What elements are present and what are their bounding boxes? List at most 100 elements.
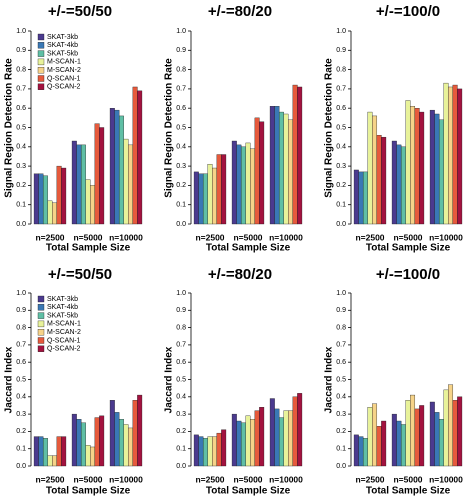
bar-m-scan-1: [245, 415, 251, 467]
y-tick-label: 0.6: [176, 105, 186, 112]
legend-swatch: [37, 337, 45, 344]
bar-m-scan-1: [47, 455, 53, 467]
bar-m-scan-2: [250, 419, 256, 467]
x-category-label: n=2500: [355, 232, 384, 242]
y-tick-label: 0.5: [176, 376, 186, 383]
bar-skat-4kb: [434, 412, 440, 467]
chart-panel-6: +/-=100/0 0.0 0.1 0.2 0.3 0.4 0.5 0.6 0.7 0.8 0.9 1…: [324, 266, 464, 496]
bar-skat-3kb: [193, 171, 199, 225]
y-tick-label: 0.8: [16, 324, 26, 331]
y-tick-label: 0.1: [336, 202, 346, 209]
legend-label: M-SCAN-1: [47, 59, 81, 66]
y-tick-label: 0.3: [16, 411, 26, 418]
legend-swatch: [37, 295, 45, 303]
y-tick-label: 0.3: [16, 163, 26, 170]
bar-q-scan-2: [381, 420, 387, 467]
bar-skat-3kb: [193, 434, 199, 467]
y-tick-label: 0.4: [16, 144, 26, 151]
bar-m-scan-2: [90, 185, 96, 225]
legend-label: Q-SCAN-2: [47, 346, 81, 353]
x-category-label: n=10000: [269, 232, 303, 242]
y-tick-label: 0.0: [336, 463, 346, 470]
x-category-label: n=5000: [393, 474, 422, 484]
bar-q-scan-1: [376, 135, 382, 225]
bar-skat-3kb: [33, 173, 39, 225]
bar-q-scan-1: [216, 432, 222, 467]
bar-q-scan-1: [376, 426, 382, 467]
bar-skat-3kb: [429, 109, 435, 225]
y-tick-label: 0.9: [16, 307, 26, 314]
y-tick-label: 0.7: [16, 86, 26, 93]
y-tick-label: 1.0: [16, 28, 26, 35]
y-tick-label: 0.5: [16, 124, 26, 131]
panel-title: +/-=80/20: [208, 3, 272, 20]
legend-swatch: [37, 345, 45, 352]
y-tick-label: 1.0: [336, 28, 346, 35]
y-tick-label: 0.8: [176, 324, 186, 331]
bar-skat-3kb: [33, 436, 39, 467]
bar-skat-4kb: [236, 144, 242, 225]
bar-m-scan-2: [372, 403, 378, 467]
bar-m-scan-1: [283, 410, 289, 467]
legend-label: SKAT-5kb: [47, 50, 78, 57]
bar-q-scan-2: [297, 393, 303, 467]
bar-q-scan-1: [216, 154, 222, 225]
bar-skat-3kb: [353, 434, 359, 467]
y-tick-label: 0.7: [176, 86, 186, 93]
bar-q-scan-2: [221, 429, 227, 467]
x-category-label: n=2500: [195, 232, 224, 242]
legend-swatch: [37, 329, 45, 336]
y-tick-label: 0.6: [16, 105, 26, 112]
bar-q-scan-2: [381, 136, 387, 225]
y-tick-label: 0.6: [16, 359, 26, 366]
chart-panel-2: +/-=80/20 0.0 0.1 0.2 0.3 0.4 0.5 0.6 0.7 0.8 0.9 1…: [164, 3, 304, 254]
y-tick-label: 1.0: [176, 290, 186, 297]
bar-q-scan-2: [297, 86, 303, 225]
legend-swatch: [37, 83, 45, 90]
y-tick-label: 0.8: [176, 66, 186, 73]
bar-skat-5kb: [240, 422, 246, 467]
bar-skat-3kb: [231, 413, 237, 467]
bar-skat-4kb: [236, 420, 242, 467]
bar-m-scan-1: [443, 389, 449, 467]
bar-skat-5kb: [362, 438, 368, 467]
bar-skat-4kb: [198, 173, 204, 225]
y-tick-label: 0.4: [176, 144, 186, 151]
bar-m-scan-2: [212, 167, 218, 225]
bar-skat-4kb: [38, 436, 44, 467]
chart-panel-1: +/-=50/50 0.0 0.1 0.2 0.3 0.4 0.5 0.6 0.7 0.8 0.9 1…: [4, 3, 144, 254]
bar-m-scan-1: [207, 163, 213, 225]
bar-skat-3kb: [71, 413, 77, 467]
bar-skat-3kb: [231, 140, 237, 225]
bar-skat-5kb: [362, 171, 368, 225]
y-tick-label: 1.0: [336, 290, 346, 297]
y-tick-label: 0.8: [336, 324, 346, 331]
bar-q-scan-1: [94, 417, 100, 467]
bar-q-scan-1: [132, 86, 138, 225]
y-tick-label: 0.4: [176, 394, 186, 401]
y-tick-label: 0.2: [176, 428, 186, 435]
x-axis-label: Total Sample Size: [206, 243, 291, 254]
y-tick-label: 0.1: [176, 202, 186, 209]
bar-q-scan-2: [137, 90, 143, 225]
y-tick-label: 0.3: [176, 163, 186, 170]
y-tick-label: 0.0: [16, 463, 26, 470]
legend-label: SKAT-3kb: [47, 296, 78, 303]
bar-skat-5kb: [278, 111, 284, 225]
y-tick-label: 0.0: [176, 221, 186, 228]
y-tick-label: 0.5: [176, 124, 186, 131]
x-category-label: n=10000: [429, 232, 463, 242]
x-axis-label: Total Sample Size: [366, 243, 451, 254]
y-tick-label: 1.0: [16, 290, 26, 297]
bar-q-scan-1: [452, 84, 458, 225]
bar-q-scan-2: [457, 396, 463, 467]
y-tick-label: 0.9: [176, 307, 186, 314]
bar-m-scan-1: [123, 424, 129, 467]
bar-q-scan-1: [254, 117, 260, 225]
bar-skat-5kb: [80, 422, 86, 467]
bar-skat-5kb: [240, 146, 246, 225]
y-tick-label: 0.7: [16, 342, 26, 349]
bar-skat-4kb: [38, 173, 44, 225]
